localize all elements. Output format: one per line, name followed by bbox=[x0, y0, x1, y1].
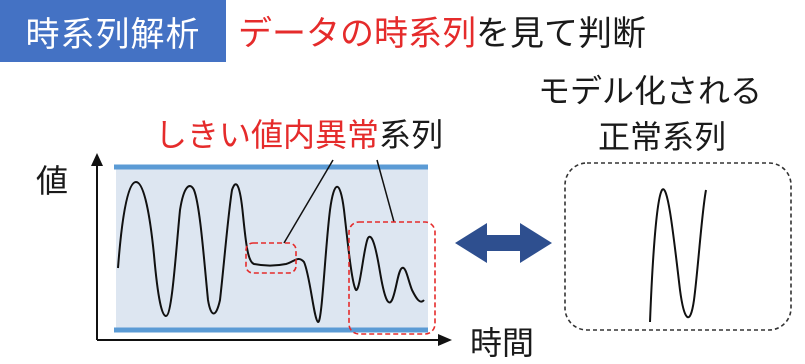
anomaly-box-flat bbox=[245, 242, 297, 274]
x-axis-arrowhead bbox=[438, 334, 452, 346]
page-title-highlight: データの時系列 bbox=[238, 14, 476, 54]
modeled-series-label-line1: モデル化される bbox=[538, 72, 763, 110]
time-series-line bbox=[117, 180, 425, 324]
section-badge-label: 時系列解析 bbox=[25, 14, 201, 55]
threshold-anomaly-label-highlight: しきい値内異常 bbox=[155, 116, 380, 154]
pointer-line-flat-region bbox=[283, 159, 334, 244]
page-title-rest: を見て判断 bbox=[476, 14, 646, 54]
x-axis-label: 時間 bbox=[470, 324, 535, 362]
threshold-anomaly-label-rest: 系列 bbox=[379, 116, 444, 154]
page-title: データの時系列を見て判断 bbox=[238, 6, 646, 55]
threshold-anomaly-label: しきい値内異常系列 bbox=[155, 110, 443, 156]
anomaly-box-damped bbox=[348, 221, 436, 335]
y-axis-arrowhead bbox=[91, 153, 103, 166]
modeled-series-box bbox=[564, 162, 792, 331]
modeled-series-label-line2: 正常系列 bbox=[598, 118, 727, 156]
modeled-series-line bbox=[649, 188, 707, 323]
plot-background bbox=[116, 166, 428, 330]
pointer-line-damped-region bbox=[376, 159, 395, 223]
y-axis-label: 値 bbox=[36, 162, 69, 200]
comparison-arrow bbox=[455, 223, 552, 263]
section-badge: 時系列解析 bbox=[0, 0, 226, 62]
